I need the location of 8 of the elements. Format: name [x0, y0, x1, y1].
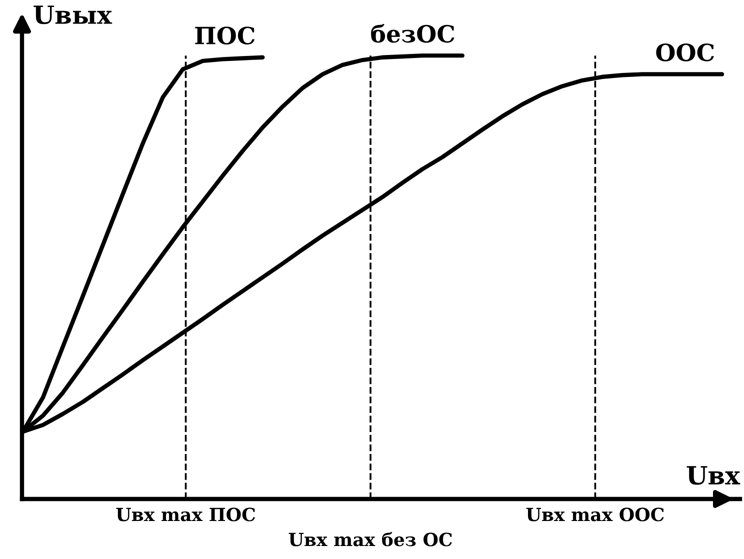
text: Uвх max ПОС — [116, 508, 256, 522]
series-label: ООС — [656, 43, 714, 62]
x-axis-title: Uвх — [686, 466, 740, 485]
text: Uвх max без ОС — [288, 532, 452, 546]
series-label: ПОС — [195, 26, 255, 44]
y-axis-title: Uвых — [34, 6, 112, 24]
series-label: безОС — [371, 24, 454, 43]
text: Uвх max ООС — [526, 508, 664, 522]
